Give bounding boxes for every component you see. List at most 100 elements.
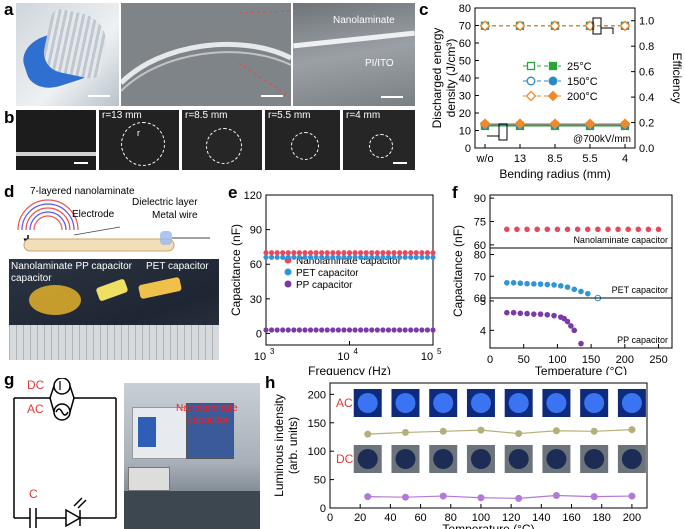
film-flat-shape <box>16 152 96 156</box>
chart-f: 60 75 90 Nanolaminate capacitor 60 70 80 PET ca… <box>451 193 673 375</box>
x-tick-label: w/o <box>475 153 493 165</box>
data-point <box>385 250 392 256</box>
scale-bar <box>88 95 110 97</box>
data-point <box>424 327 431 333</box>
data-point <box>302 327 308 333</box>
data-point <box>571 286 578 293</box>
dc-glow-shape <box>546 449 567 469</box>
oven-panel-shape <box>138 417 156 447</box>
x-tick-label: 250 <box>649 354 667 366</box>
data-point <box>291 327 297 333</box>
x-tick-label: 10 <box>421 351 433 363</box>
data-point <box>419 250 425 256</box>
data-point <box>402 254 408 260</box>
data-point <box>302 250 308 256</box>
y-tick-label: 50 <box>314 475 326 487</box>
ac-glow-shape <box>584 393 605 413</box>
data-point <box>590 493 598 501</box>
data-point <box>319 254 325 260</box>
label-ac: AC <box>336 396 353 410</box>
data-point <box>504 226 510 233</box>
bend-circle <box>121 122 165 166</box>
x-tick-label: 100 <box>548 354 566 366</box>
data-point <box>335 254 341 260</box>
label-dielectric: Dielectric layer <box>132 197 198 208</box>
data-point <box>401 428 409 436</box>
data-point <box>263 254 269 260</box>
table-shape <box>124 491 260 529</box>
photo-flexible-sample <box>16 3 119 106</box>
data-point <box>324 254 330 260</box>
legend-label: 200°C <box>567 91 598 103</box>
y-tick-label: 30 <box>459 91 471 103</box>
ac-glow-shape <box>470 393 491 413</box>
pet-capacitor-shape <box>95 278 129 302</box>
data-point <box>413 254 419 260</box>
energy-point <box>514 118 526 130</box>
x-tick-label: 200 <box>616 354 634 366</box>
y-tick-label: 30 <box>250 294 262 306</box>
label-capacitor: capacitor <box>11 273 52 284</box>
data-point <box>302 254 308 260</box>
label-wire: Metal wire <box>152 210 198 221</box>
y-tick-label: 90 <box>250 225 262 237</box>
data-point <box>296 327 302 333</box>
x-tick-label: 4 <box>622 153 628 165</box>
data-point <box>537 281 544 287</box>
data-point <box>307 254 314 260</box>
label-layers: 7-layered nanolaminate <box>30 186 135 197</box>
x-tick-label: 13 <box>514 153 526 165</box>
data-point <box>645 226 652 233</box>
bend-circle <box>291 132 319 160</box>
data-point <box>274 250 280 256</box>
data-point <box>504 279 510 286</box>
panel-label-g: g <box>4 370 15 389</box>
dc-glow-shape <box>395 449 416 469</box>
chart-h: 0 50 100 150 200 0 20 40 60 80 100 120 140 160 180 200 T… <box>272 382 648 529</box>
scale-bar <box>74 162 88 164</box>
legend-marker-filled <box>548 61 558 71</box>
data-point <box>391 327 397 333</box>
data-point <box>564 318 571 325</box>
panel-label-a: a <box>4 0 14 19</box>
photo-bent-film-sem <box>121 3 291 106</box>
data-point <box>374 327 380 333</box>
data-point <box>291 250 297 256</box>
data-point <box>584 226 591 233</box>
data-point <box>578 288 584 295</box>
y2-tick-label: 0.2 <box>639 118 654 130</box>
legend-marker <box>284 268 292 276</box>
data-point <box>544 281 551 288</box>
data-point <box>341 254 347 260</box>
label-ac: AC <box>27 402 44 416</box>
annotation: @700kV/mm <box>573 134 631 145</box>
x-tick-label: 0 <box>327 512 333 524</box>
data-point <box>568 323 574 329</box>
panel-label-b: b <box>4 108 15 127</box>
data-point <box>313 254 319 260</box>
data-point <box>544 226 551 233</box>
y2-axis-label: Efficiency <box>670 52 684 103</box>
data-point <box>552 492 560 499</box>
label-dc: DC <box>336 452 354 466</box>
x-tick-exponent: 5 <box>437 347 442 356</box>
data-point <box>263 327 269 333</box>
arrow-right-icon <box>601 27 614 34</box>
capacitor-schematic <box>17 199 210 252</box>
legend-label: 150°C <box>567 76 598 88</box>
legend-marker-filled <box>547 90 559 102</box>
y2-tick-label: 0.8 <box>639 41 654 53</box>
subplot-frame <box>489 297 673 349</box>
data-point <box>551 312 557 319</box>
y-axis-label: Capacitance (nF) <box>229 224 243 316</box>
data-point <box>291 254 297 260</box>
photo-bend-r13: r=13 mm r <box>99 110 179 170</box>
data-point <box>571 327 578 334</box>
x-tick-label: 180 <box>593 512 611 524</box>
photo-capacitors-ruler: Nanolaminate PP capacitor capacitor PET … <box>9 259 219 360</box>
logo-shape <box>29 285 81 315</box>
data-point <box>534 226 540 233</box>
data-point <box>419 254 425 260</box>
data-point <box>341 327 347 333</box>
y-axis-label: Luminous indensity(arb. units) <box>272 394 300 497</box>
